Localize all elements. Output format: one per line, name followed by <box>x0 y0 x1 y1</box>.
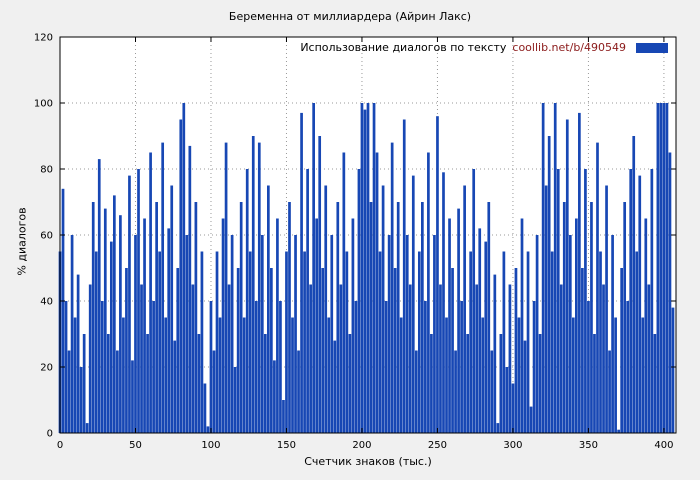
svg-text:60: 60 <box>40 231 53 242</box>
legend-swatch-icon <box>636 42 668 53</box>
svg-text:200: 200 <box>352 440 371 451</box>
svg-text:300: 300 <box>503 440 522 451</box>
svg-text:0: 0 <box>57 440 63 451</box>
chart-title: Беременна от миллиардера (Айрин Лакс) <box>228 10 472 23</box>
svg-text:80: 80 <box>40 165 53 176</box>
svg-text:0: 0 <box>47 429 53 440</box>
x-axis-label: Счетчик знаков (тыс.) <box>304 455 432 468</box>
svg-text:20: 20 <box>40 363 53 374</box>
svg-text:100: 100 <box>34 99 53 110</box>
svg-text:100: 100 <box>201 440 220 451</box>
svg-text:400: 400 <box>654 440 673 451</box>
legend-label: Использование диалогов по тексту <box>300 41 507 54</box>
svg-text:350: 350 <box>579 440 598 451</box>
chart-legend: Использование диалогов по тексту coollib… <box>300 41 668 54</box>
svg-text:150: 150 <box>277 440 296 451</box>
svg-text:250: 250 <box>428 440 447 451</box>
y-axis-label: % диалогов <box>15 207 29 276</box>
svg-text:40: 40 <box>40 297 53 308</box>
svg-text:120: 120 <box>34 33 53 44</box>
svg-text:50: 50 <box>129 440 142 451</box>
legend-link: coollib.net/b/490549 <box>512 41 626 54</box>
